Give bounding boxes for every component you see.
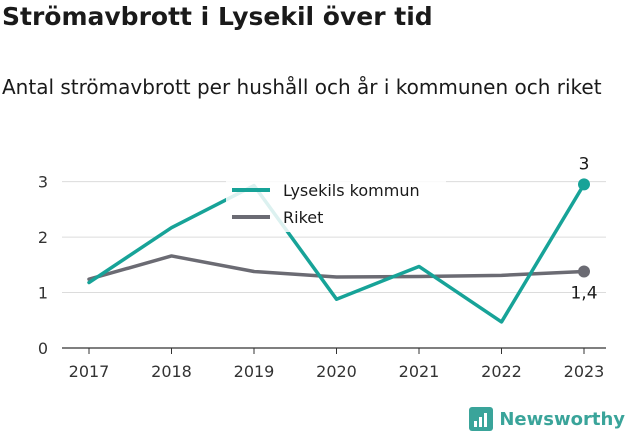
x-tick-label: 2021: [399, 362, 440, 381]
x-tick-label: 2018: [151, 362, 192, 381]
line-chart: 0 1 2 3 2017 2018 2019 2020 2021 2022 2023 Lysekils…: [38, 154, 606, 381]
series-end-point: [578, 265, 590, 278]
x-tick-label: 2022: [481, 362, 522, 381]
x-tick-label: 2023: [564, 362, 605, 381]
brand-name: Newsworthy: [499, 408, 625, 430]
brand-logo: Newsworthy: [469, 407, 625, 431]
legend-background: [226, 176, 446, 232]
y-tick-label: 3: [38, 173, 48, 192]
chart-title: Strömavbrott i Lysekil över tid: [2, 2, 433, 31]
x-tick-label: 2020: [316, 362, 357, 381]
y-tick-label: 2: [38, 228, 48, 247]
series-end-point: [578, 178, 590, 191]
series-line-lysekil: [87, 182, 586, 324]
newsworthy-logo-icon: [469, 407, 494, 431]
legend-label: Lysekils kommun: [283, 181, 420, 200]
series-line-riket: [87, 254, 586, 281]
series-end-label: 3: [579, 154, 590, 174]
legend-label: Riket: [283, 208, 323, 227]
series-end-label: 1,4: [570, 283, 597, 303]
y-tick-label: 1: [38, 284, 48, 303]
y-tick-label: 0: [38, 339, 48, 358]
chart-subtitle: Antal strömavbrott per hushåll och år i …: [2, 75, 602, 99]
x-tick-label: 2017: [69, 362, 110, 381]
x-tick-label: 2019: [234, 362, 275, 381]
